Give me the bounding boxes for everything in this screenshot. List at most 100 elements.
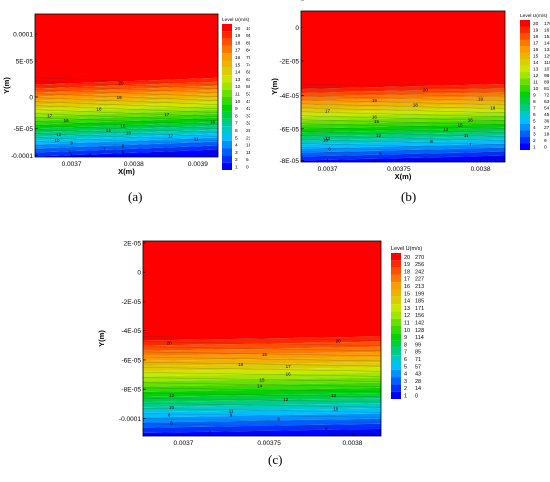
contour-band xyxy=(35,105,218,117)
contour-band xyxy=(35,141,218,153)
contour-band xyxy=(35,89,218,101)
legend-value: 170 xyxy=(544,21,550,27)
contour-label: 16 xyxy=(210,119,216,124)
legend-value: 256 xyxy=(415,262,424,268)
legend-swatch xyxy=(520,143,530,150)
legend-value: 134 xyxy=(544,47,550,53)
legend-swatch xyxy=(222,60,232,68)
contour-band xyxy=(35,137,218,149)
legend-level: 2 xyxy=(533,138,536,144)
contour-band xyxy=(35,149,218,157)
contour-label: 15 xyxy=(374,119,380,124)
x-tick-label: 0.0038 xyxy=(471,166,491,173)
contour-band xyxy=(35,14,218,85)
contour-band xyxy=(143,341,381,351)
x-tick-label: 0.0037 xyxy=(62,161,82,168)
y-tick-label: -0.0001 xyxy=(277,0,299,2)
contour-band xyxy=(143,372,381,382)
contour-band xyxy=(301,111,505,121)
plot-frame xyxy=(142,240,382,437)
y-tick-label: -4E-05 xyxy=(279,93,299,100)
legend-swatch xyxy=(391,318,401,326)
contour-label: 17 xyxy=(286,364,292,369)
legend-value: 58 xyxy=(246,84,250,90)
legend-level: 12 xyxy=(533,73,539,79)
legend-swatch xyxy=(520,33,530,40)
contour-line xyxy=(143,341,381,346)
legend-value: 89 xyxy=(544,80,550,86)
y-tick-label: -8E-05 xyxy=(121,387,141,394)
contour-line xyxy=(35,149,218,157)
contour-band xyxy=(35,109,218,121)
contour-band xyxy=(301,107,505,117)
contour-line xyxy=(143,413,381,418)
contour-label: 9 xyxy=(230,413,233,418)
contour-line xyxy=(143,336,381,341)
legend-level: 8 xyxy=(235,113,238,119)
legend-value: 57 xyxy=(415,364,421,370)
contour-line xyxy=(35,141,218,149)
legend-swatch xyxy=(520,91,530,98)
legend-level: 20 xyxy=(404,255,410,261)
legend-level: 13 xyxy=(404,306,410,312)
legend-swatch xyxy=(222,148,232,156)
contour-line xyxy=(301,147,505,153)
contour-band xyxy=(301,91,505,101)
legend-level: 1 xyxy=(404,394,407,400)
legend-swatch xyxy=(222,97,232,105)
legend-value: 27 xyxy=(544,125,550,131)
contour-band xyxy=(35,117,218,129)
legend-swatch xyxy=(391,391,401,399)
contour-line xyxy=(301,111,505,117)
legend-swatch xyxy=(520,130,530,137)
x-axis-label: X(m) xyxy=(254,446,271,447)
y-tick-label: -0.0001 xyxy=(11,153,33,160)
contour-label: 10 xyxy=(333,407,339,412)
legend-level: 13 xyxy=(235,77,241,83)
legend-swatch xyxy=(391,304,401,312)
legend-level: 4 xyxy=(533,125,536,131)
legend-value: 79 xyxy=(246,55,250,61)
legend-swatch xyxy=(520,111,530,118)
legend-level: 11 xyxy=(404,321,410,327)
contour-band xyxy=(143,387,381,397)
contour-band xyxy=(35,133,218,145)
contour-label: 10 xyxy=(54,138,60,143)
contour-line xyxy=(143,377,381,382)
contour-label: 15 xyxy=(458,122,464,127)
y-tick-label: -6E-05 xyxy=(121,357,141,364)
caption-c: (c) xyxy=(268,452,283,467)
legend-value: 171 xyxy=(415,306,424,312)
legend-level: 15 xyxy=(235,62,241,68)
contour-line xyxy=(301,119,505,125)
contour-line xyxy=(301,115,505,121)
legend-swatch xyxy=(222,155,232,163)
legend-swatch xyxy=(391,274,401,283)
contour-line xyxy=(301,107,505,113)
contour-band xyxy=(301,84,505,93)
contour-line xyxy=(35,113,218,121)
legend-value: 84 xyxy=(246,48,250,54)
x-tick-label: 0.0038 xyxy=(124,161,144,168)
y-axis-label: Y(m) xyxy=(2,77,11,94)
contour-label: 12 xyxy=(376,133,382,138)
legend-level: 5 xyxy=(404,364,407,370)
legend-value: 116 xyxy=(544,60,550,66)
legend-swatch xyxy=(520,137,530,144)
contour-line xyxy=(301,123,505,129)
panel-c: 20 20 19 18 17 16 15 14 13 13 12 11 10 10 9 8 8 6 5 4 2E-05 0… xyxy=(95,232,455,455)
legend-swatch xyxy=(222,82,232,90)
contour-band xyxy=(35,97,218,109)
legend-swatch xyxy=(520,52,530,59)
contour-band xyxy=(143,392,381,403)
contour-band xyxy=(35,129,218,141)
contour-line xyxy=(301,143,505,149)
panel-b: 20 19 19 18 18 17 16 16 15 15 14 13 12 11 10 8 7 6 5 4 0 -2E-… xyxy=(268,0,550,182)
legend-swatch xyxy=(520,104,530,111)
contour-band xyxy=(35,101,218,113)
legend-swatch xyxy=(520,59,530,66)
legend-value: 72 xyxy=(544,93,550,99)
legend-value: 68 xyxy=(246,70,250,76)
legend-swatch xyxy=(520,72,530,79)
contour-band xyxy=(301,131,505,141)
